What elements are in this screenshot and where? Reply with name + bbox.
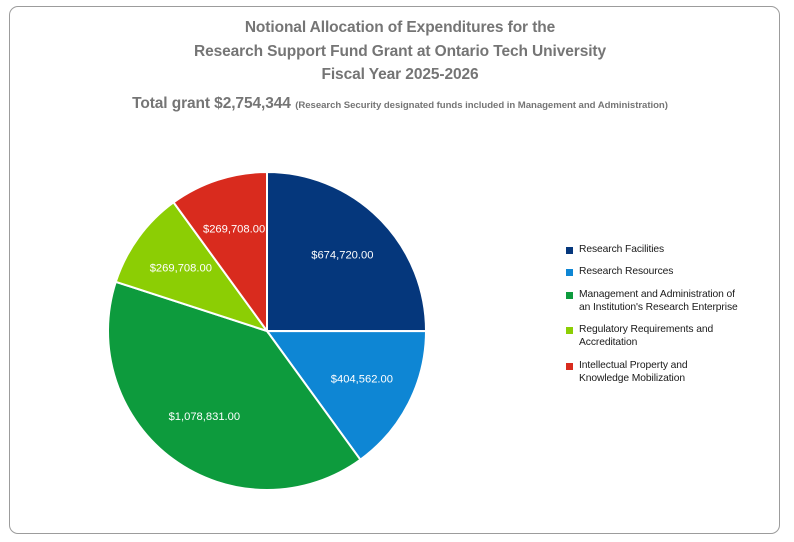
pie-slice[interactable] <box>265 329 428 462</box>
legend-swatch-icon <box>566 327 573 335</box>
pie-slice[interactable] <box>266 170 428 333</box>
research-security-note: (Research Security designated funds incl… <box>295 99 668 111</box>
legend-item-label: Research Facilities <box>579 244 665 255</box>
chart-title-line-3: Fiscal Year 2025-2026 <box>321 66 479 83</box>
pie-svg: $674,720.00 $404,562.00 $1,078,831.00 $269,… <box>107 170 428 491</box>
legend-item-label: Intellectual Property and Knowledge Mobi… <box>579 359 688 385</box>
pie-slice-label: $269,708.00 <box>203 224 265 236</box>
pie-slice-label: $404,562.00 <box>331 373 393 385</box>
pie-slice-label: $674,720.00 <box>311 250 373 262</box>
legend-item[interactable]: Intellectual Property and Knowledge Mobi… <box>566 359 766 386</box>
pie-slice[interactable] <box>107 280 362 491</box>
total-grant-label: Total grant $2,754,344 <box>132 94 291 112</box>
legend-swatch-icon <box>566 247 573 254</box>
chart-subtitle: Total grant $2,754,344 (Research Securit… <box>60 94 740 115</box>
pie-slice-label: $269,708.00 <box>150 262 212 274</box>
chart-title-line-1: Notional Allocation of Expenditures for … <box>244 19 556 36</box>
legend-item[interactable]: Regulatory Requirements and Accreditatio… <box>566 323 766 350</box>
legend-swatch-icon <box>566 291 573 299</box>
chart-title-block: Notional Allocation of Expenditures for … <box>60 16 740 115</box>
pie-slice-label: $1,078,831.00 <box>169 411 241 423</box>
legend-item-label: Research Resources <box>579 266 674 278</box>
legend-item[interactable]: Management and Administration of an Inst… <box>566 288 766 315</box>
pie-slice[interactable] <box>114 200 270 333</box>
legend-item-label: Management and Administration of an Inst… <box>579 288 738 313</box>
legend-swatch-icon <box>566 269 573 277</box>
legend-item-label: Regulatory Requirements and Accreditatio… <box>579 324 714 349</box>
pie-slice[interactable] <box>172 170 268 335</box>
chart-title-line-2: Research Support Fund Grant at Ontario T… <box>193 42 607 60</box>
pie-plot-area: $674,720.00 $404,562.00 $1,078,831.00 $269,… <box>100 167 440 497</box>
legend-swatch-icon <box>566 362 573 370</box>
legend-item[interactable]: Research Resources <box>566 265 766 278</box>
legend-item[interactable]: Research Facilities <box>566 243 766 256</box>
chart-legend: Research Facilities Research Resources Man… <box>566 243 766 394</box>
